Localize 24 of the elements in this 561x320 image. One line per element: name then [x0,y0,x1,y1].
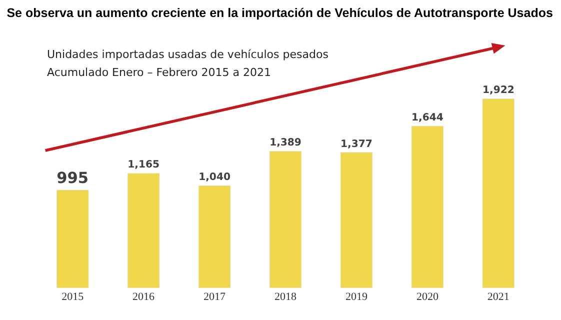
text: Unidades importadas usadas de vehículos pesados [47,48,329,61]
bar [411,126,444,288]
x-tick-label: 2019 [345,291,368,303]
chart-title: Se observa un aumento creciente en la importación de Vehículos de Autotransporte Usados [6,6,553,20]
x-tick-label: 2016 [132,291,156,303]
data-label: 995 [56,169,89,188]
data-label: 1,389 [270,138,302,149]
bar [56,190,89,288]
data-label: 1,922 [482,85,514,96]
x-tick-label: 2017 [204,291,226,303]
x-tick-label: 2018 [274,291,297,303]
x-tick-label: 2021 [487,291,510,303]
bar [127,172,160,288]
text: Acumulado Enero – Febrero 2015 a 2021 [47,66,271,79]
bar [198,185,231,288]
data-label: 1,165 [128,160,160,171]
data-label: 1,644 [412,112,444,124]
x-tick-label: 2020 [416,291,439,303]
bar [340,152,373,288]
data-label: 1,040 [198,172,230,183]
bar [482,98,515,288]
x-tick-label: 2015 [62,291,84,303]
data-label: 1,377 [340,138,372,150]
bar [269,150,302,288]
